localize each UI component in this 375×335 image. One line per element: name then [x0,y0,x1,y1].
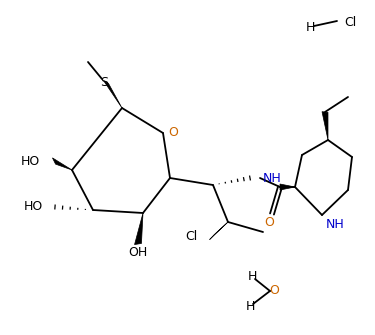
Polygon shape [135,213,143,245]
Text: OH: OH [128,246,148,259]
Text: O: O [168,126,178,138]
Text: Cl: Cl [186,230,198,244]
Polygon shape [104,80,122,108]
Text: HO: HO [24,201,43,213]
Polygon shape [210,222,228,240]
Text: Cl: Cl [344,15,356,28]
Text: H: H [245,299,255,313]
Polygon shape [53,158,72,170]
Text: NH: NH [326,217,345,230]
Text: S: S [100,75,108,88]
Text: O: O [269,284,279,297]
Text: H: H [247,270,256,283]
Polygon shape [280,184,295,190]
Text: O: O [264,216,274,229]
Text: HO: HO [21,154,40,168]
Text: H: H [305,20,315,34]
Text: NH: NH [263,172,282,185]
Polygon shape [322,112,328,140]
